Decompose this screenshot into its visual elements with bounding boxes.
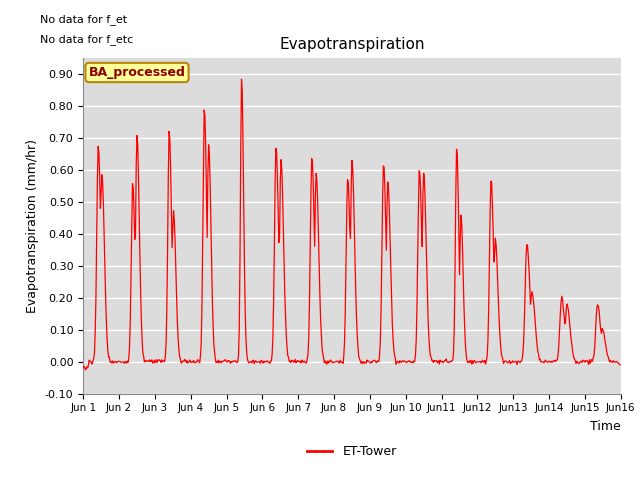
Text: BA_processed: BA_processed xyxy=(88,66,186,79)
Text: Time: Time xyxy=(590,420,621,433)
Y-axis label: Evapotranspiration (mm/hr): Evapotranspiration (mm/hr) xyxy=(26,139,39,312)
Text: No data for f_et: No data for f_et xyxy=(40,14,127,25)
Text: No data for f_etc: No data for f_etc xyxy=(40,34,134,45)
Title: Evapotranspiration: Evapotranspiration xyxy=(279,37,425,52)
Legend: ET-Tower: ET-Tower xyxy=(302,440,402,463)
